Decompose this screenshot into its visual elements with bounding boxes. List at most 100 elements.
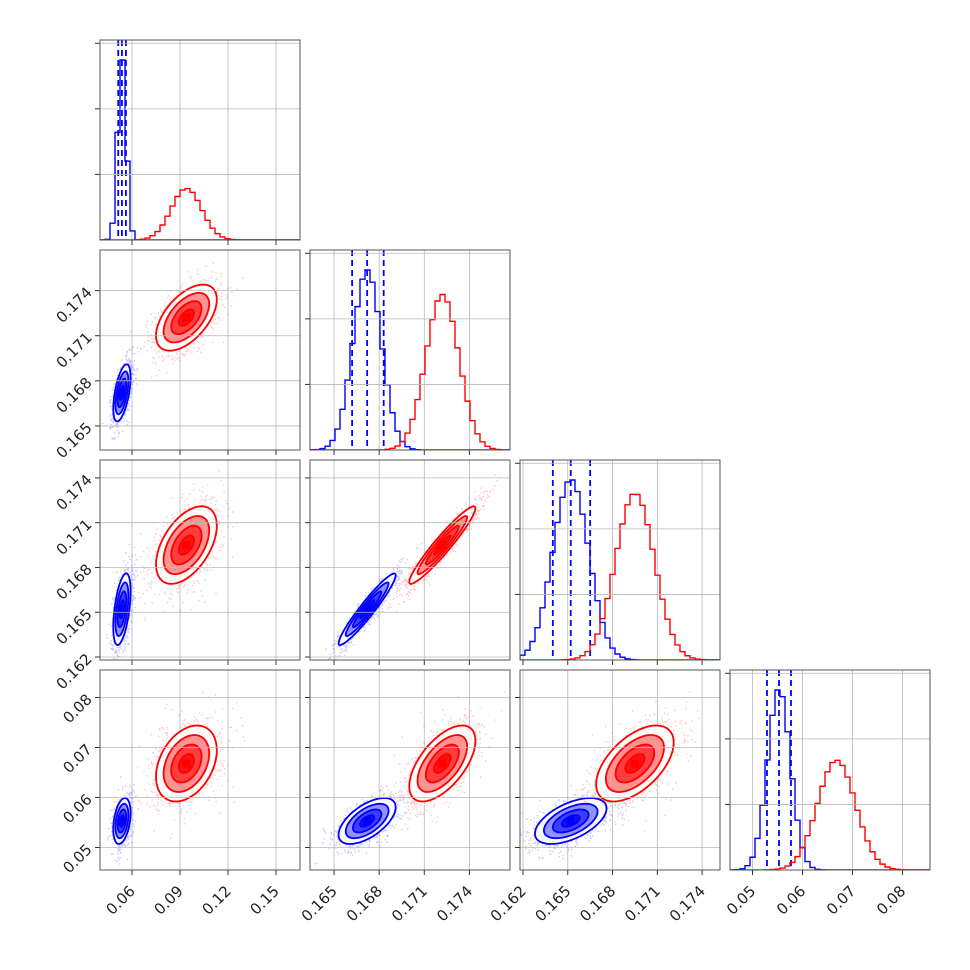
x-tick-label: 0.171 bbox=[621, 882, 664, 925]
contour-line-1 bbox=[424, 524, 460, 566]
contour-line-1 bbox=[604, 734, 665, 793]
contour-line-1 bbox=[433, 534, 452, 556]
contour-line-1 bbox=[624, 753, 646, 774]
scatter-points-1 bbox=[382, 691, 505, 837]
density-peak-0 bbox=[117, 388, 126, 397]
density-peak-0 bbox=[117, 817, 126, 825]
contour-line-1 bbox=[416, 734, 468, 793]
y-tick-label: 0.06 bbox=[59, 790, 95, 826]
contour-line-1 bbox=[177, 753, 195, 774]
contour-line-1 bbox=[170, 743, 203, 784]
panel-frame bbox=[99, 249, 301, 451]
x-tick-label: 0.174 bbox=[433, 882, 476, 925]
panel-frame bbox=[99, 459, 301, 661]
contour-line-0 bbox=[352, 590, 383, 629]
contour-line-1 bbox=[162, 515, 211, 576]
contour-line-1 bbox=[155, 505, 218, 585]
contour-line-0 bbox=[112, 572, 132, 647]
contour-line-0 bbox=[114, 370, 130, 416]
panel-frame bbox=[99, 39, 301, 241]
panel-content bbox=[106, 470, 234, 660]
density-peak-0 bbox=[117, 605, 126, 614]
y-tick-label: 0.171 bbox=[53, 516, 96, 559]
contour-line-1 bbox=[595, 724, 675, 803]
density-peak-1 bbox=[438, 541, 447, 550]
panel-3-0: 0.050.060.070.080.06 0.09 0.12 0.15 bbox=[59, 669, 301, 918]
y-tick-label: 0.174 bbox=[53, 471, 96, 514]
density-peak-1 bbox=[182, 759, 191, 768]
panel-2-2 bbox=[515, 459, 721, 665]
y-tick-label: 0.08 bbox=[59, 690, 95, 726]
x-tick-label: 0.165 bbox=[298, 882, 341, 925]
panel-frame bbox=[309, 669, 511, 871]
contour-line-0 bbox=[344, 802, 390, 840]
y-tick-label: 0.174 bbox=[53, 284, 96, 327]
x-tick-label: 0.162 bbox=[487, 882, 530, 925]
panel-0-0 bbox=[95, 39, 301, 245]
panel-frame bbox=[519, 669, 721, 871]
y-tick-label: 0.168 bbox=[53, 560, 96, 603]
y-tick-label: 0.05 bbox=[59, 840, 95, 876]
density-peak-0 bbox=[363, 605, 372, 614]
contour-line-1 bbox=[424, 743, 460, 784]
panel-frame bbox=[309, 459, 511, 661]
y-tick-label: 0.165 bbox=[53, 419, 96, 462]
panel-frame bbox=[519, 459, 721, 661]
panel-content bbox=[101, 262, 244, 441]
x-tick-label: 0.174 bbox=[666, 882, 709, 925]
contour-line-1 bbox=[408, 505, 477, 585]
panel-content bbox=[310, 250, 510, 450]
contour-line-0 bbox=[359, 599, 376, 620]
contour-line-1 bbox=[433, 753, 452, 774]
x-tick-label: 0.07 bbox=[823, 882, 859, 918]
x-tick-label: 0.08 bbox=[873, 882, 909, 918]
x-tick-label: 0.168 bbox=[576, 882, 619, 925]
contour-line-0 bbox=[533, 797, 608, 845]
panel-content bbox=[100, 40, 300, 240]
contour-line-1 bbox=[170, 524, 203, 566]
histogram-0 bbox=[730, 689, 930, 870]
contour-line-1 bbox=[416, 515, 468, 576]
panel-3-3: 0.05 0.06 0.07 0.08 bbox=[723, 669, 931, 918]
panel-2-1 bbox=[305, 459, 511, 665]
x-tick-label: 0.06 bbox=[102, 882, 138, 918]
y-tick-label: 0.07 bbox=[59, 740, 95, 776]
contour-line-1 bbox=[162, 734, 211, 793]
y-tick-label: 0.168 bbox=[53, 374, 96, 417]
panel-3-1: 0.165 0.168 0.171 0.174 bbox=[298, 669, 511, 925]
contour-line-0 bbox=[116, 377, 128, 408]
contour-line-1 bbox=[177, 534, 195, 556]
x-tick-label: 0.12 bbox=[198, 882, 234, 918]
panel-content bbox=[325, 474, 501, 660]
panel-content bbox=[107, 691, 246, 865]
panel-3-2: 0.162 0.165 0.168 0.171 0.174 bbox=[487, 669, 721, 925]
contour-line-1 bbox=[614, 743, 656, 784]
contour-line-0 bbox=[116, 590, 128, 629]
density-peak-0 bbox=[566, 817, 575, 825]
x-tick-label: 0.168 bbox=[343, 882, 386, 925]
x-tick-label: 0.05 bbox=[723, 882, 759, 918]
density-peak-0 bbox=[363, 817, 372, 825]
x-tick-label: 0.15 bbox=[246, 882, 282, 918]
contour-line-0 bbox=[337, 572, 397, 647]
contour-line-0 bbox=[542, 802, 599, 840]
histogram-0 bbox=[310, 269, 510, 450]
panel-frame bbox=[729, 669, 931, 871]
contour-line-0 bbox=[344, 581, 390, 638]
contour-line-1 bbox=[155, 724, 218, 803]
x-tick-label: 0.165 bbox=[531, 882, 574, 925]
y-tick-label: 0.171 bbox=[53, 329, 96, 372]
histogram-0 bbox=[520, 479, 720, 660]
panel-frame bbox=[99, 669, 301, 871]
x-tick-label: 0.06 bbox=[773, 882, 809, 918]
contour-line-0 bbox=[112, 797, 132, 845]
panel-content bbox=[520, 460, 720, 660]
x-tick-label: 0.171 bbox=[388, 882, 431, 925]
contour-line-0 bbox=[352, 808, 383, 834]
panel-content bbox=[314, 691, 505, 865]
panel-content bbox=[730, 670, 930, 870]
density-peak-1 bbox=[438, 759, 447, 768]
